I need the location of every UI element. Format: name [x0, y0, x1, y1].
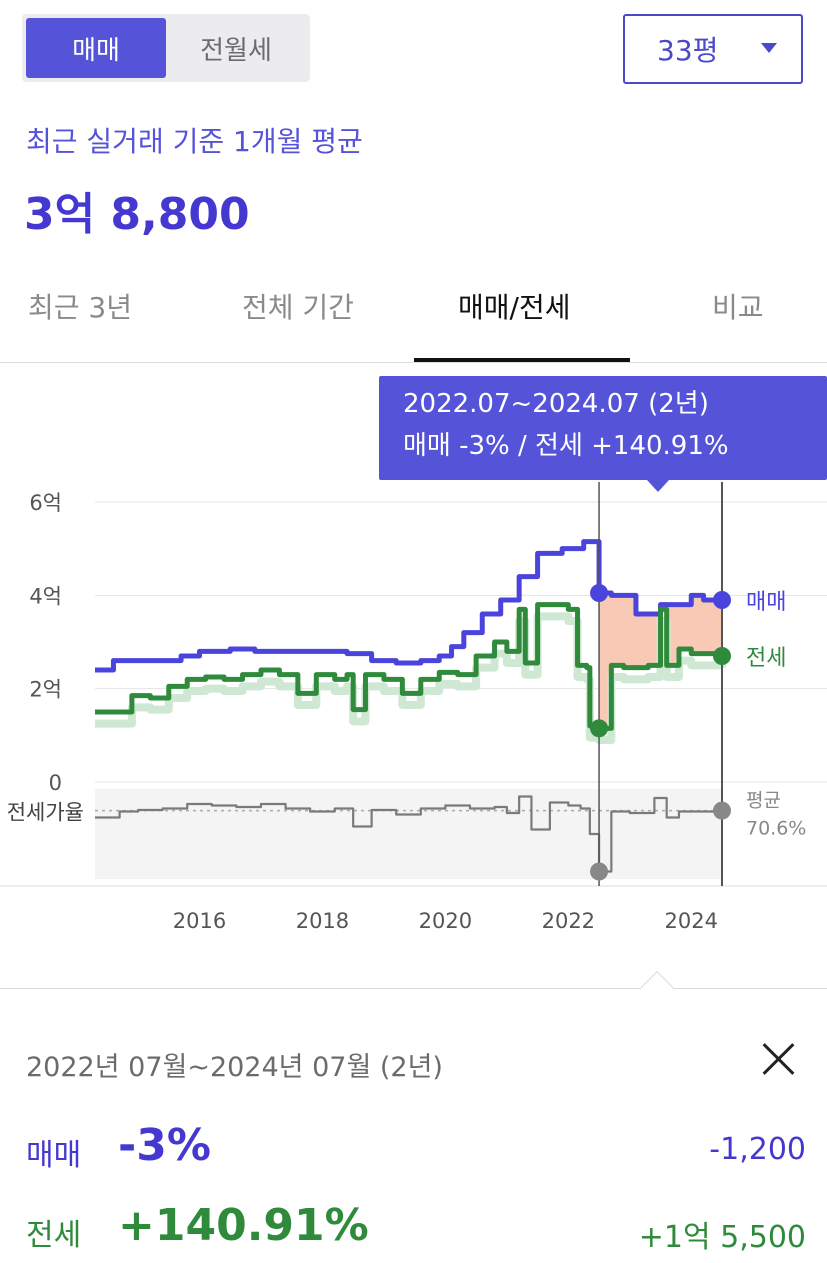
trade-type-toggle: 매매 전월세: [22, 14, 310, 82]
y-tick-label: 6억: [29, 491, 62, 515]
range-tooltip: 2022.07~2024.07 (2년) 매매 -3% / 전세 +140.91…: [379, 376, 827, 492]
area-select[interactable]: 33평: [623, 14, 803, 84]
y-tick-label: 2억: [29, 678, 62, 702]
tooltip-change: 매매 -3% / 전세 +140.91%: [403, 431, 729, 461]
x-tick-label: 2020: [419, 909, 472, 933]
ratio-end-value: 70.6%: [746, 818, 806, 840]
jeonse-end-marker: [713, 647, 731, 665]
detail-row-sale: 매매 -3% -1,200: [26, 1120, 806, 1184]
y-tick-label: 4억: [29, 584, 62, 608]
ratio-line: [95, 795, 724, 873]
jeonse-end-label: 전세: [746, 646, 786, 671]
summary-label: 최근 실거래 기준 1개월 평균: [26, 125, 363, 158]
detail-row-jeonse: 전세 +140.91% +1억 5,500: [26, 1200, 806, 1263]
close-icon[interactable]: [760, 1040, 796, 1076]
x-tick-label: 2024: [665, 909, 718, 933]
sale-start-marker: [590, 584, 609, 602]
tooltip-period: 2022.07~2024.07 (2년): [403, 389, 709, 419]
tab-recent-3y[interactable]: 최근 3년: [28, 291, 132, 324]
area-select-value: 33평: [657, 34, 719, 67]
detail-sale-amount: -1,200: [709, 1132, 806, 1167]
tooltip-arrow: [647, 480, 669, 492]
ratio-end-marker: [713, 801, 731, 820]
summary-price: 3억 8,800: [24, 189, 250, 240]
jeonse-range-shadow: [95, 612, 726, 744]
tab-sale-jeonse[interactable]: 매매/전세: [458, 291, 571, 324]
detail-sale-label: 매매: [26, 1138, 82, 1173]
tab-sale[interactable]: 매매: [26, 18, 166, 78]
detail-period: 2022년 07월~2024년 07월 (2년): [26, 1052, 443, 1083]
detail-jeonse-amount: +1억 5,500: [638, 1220, 806, 1255]
chevron-down-icon: [761, 43, 777, 53]
sale-line: [95, 539, 722, 673]
x-tick-label: 2018: [296, 909, 349, 933]
ratio-start-marker: [590, 862, 609, 881]
ratio-band-bg: [95, 789, 722, 879]
tab-jeonse-monthly[interactable]: 전월세: [200, 35, 272, 66]
x-tick-label: 2016: [173, 909, 226, 933]
detail-jeonse-pct: +140.91%: [118, 1200, 369, 1251]
active-tab-indicator: [414, 358, 630, 362]
jeonse-line: [95, 602, 725, 731]
y-tick-label: 0: [49, 771, 62, 795]
tab-all-period[interactable]: 전체 기간: [242, 291, 354, 324]
panel-divider: [0, 988, 827, 989]
sale-end-label: 매매: [746, 590, 786, 615]
jeonse-start-marker: [590, 719, 609, 738]
period-tabs: 최근 3년 전체 기간 매매/전세 비교: [0, 270, 827, 363]
detail-jeonse-label: 전세: [26, 1218, 82, 1253]
panel-notch: [640, 971, 674, 1005]
sale-end-marker: [713, 591, 731, 609]
tab-compare[interactable]: 비교: [712, 291, 764, 324]
ratio-end-label: 평균: [746, 790, 781, 812]
ratio-axis-label: 전세가율: [7, 801, 84, 825]
x-tick-label: 2022: [542, 909, 595, 933]
detail-sale-pct: -3%: [118, 1120, 211, 1171]
